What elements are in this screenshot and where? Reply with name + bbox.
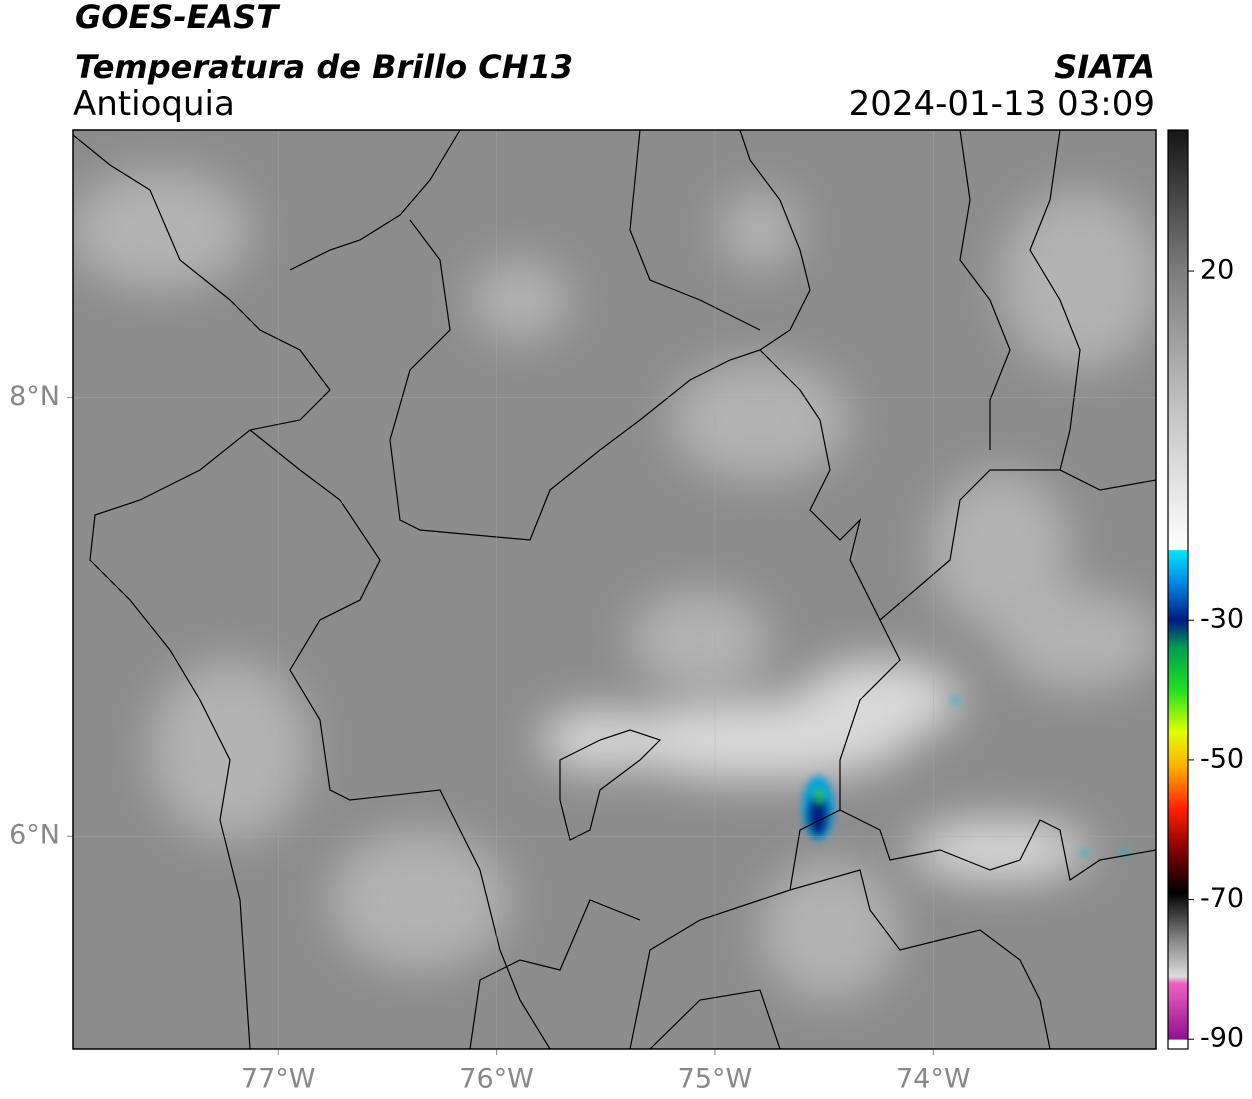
x-tick-label: 75°W (678, 1064, 753, 1095)
datetime: 2024-01-13 03:09 (849, 84, 1155, 124)
satellite: GOES-EAST (75, 0, 280, 36)
y-tick-label: 8°N (9, 381, 60, 412)
colorbar-tick-label: -50 (1200, 743, 1244, 774)
source: SIATA (1054, 48, 1155, 86)
colorbar (1167, 129, 1189, 1050)
x-tick-label: 77°W (241, 1064, 316, 1095)
map-frame (72, 129, 1157, 1050)
colorbar-tick-label: -90 (1200, 1023, 1244, 1054)
satellite-image (73, 130, 1156, 1049)
product: Temperatura de Brillo CH13 (75, 48, 573, 86)
x-tick-label: 74°W (896, 1064, 971, 1095)
y-tick-label: 6°N (9, 820, 60, 851)
colorbar-tick-label: -30 (1200, 604, 1244, 635)
x-tick-label: 76°W (459, 1064, 534, 1095)
colorbar-tick-label: 20 (1200, 255, 1234, 286)
colorbar-tick-label: -70 (1200, 883, 1244, 914)
region: Antioquia (73, 84, 235, 124)
